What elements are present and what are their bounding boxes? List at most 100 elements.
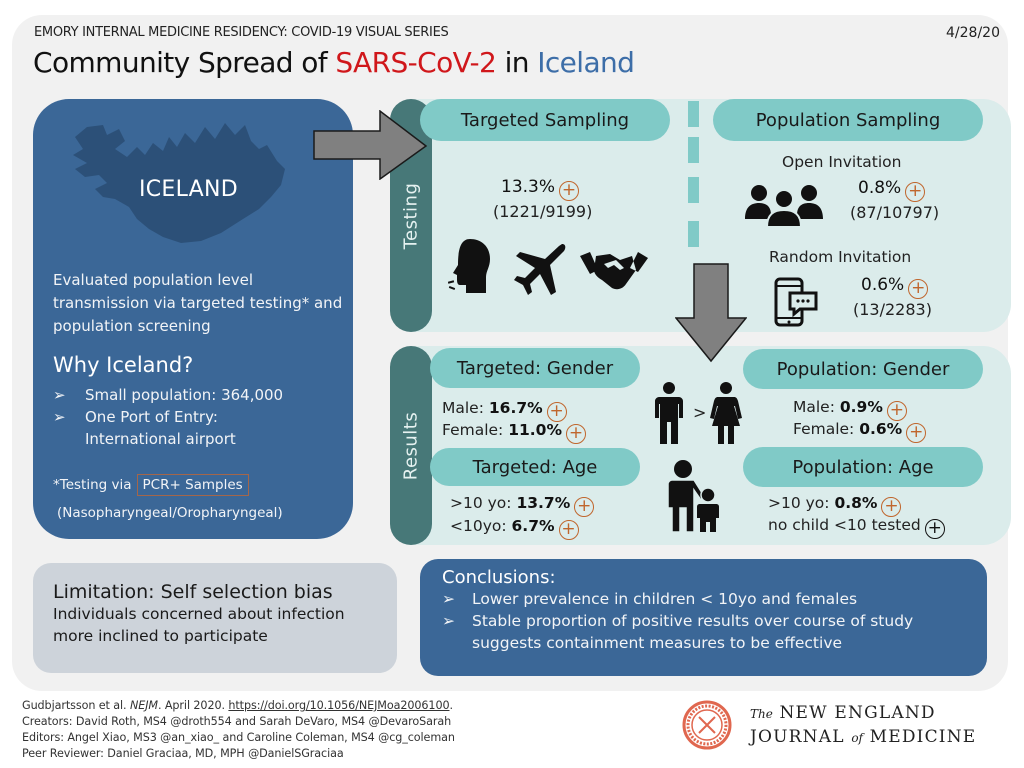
pcr-samples-box: PCR+ Samples [136, 474, 249, 496]
divider-dash [688, 177, 699, 203]
page-title: Community Spread of SARS-CoV-2 in Icelan… [33, 46, 635, 79]
positive-plus-icon: + [886, 401, 907, 421]
nejm-logo: The NEW ENGLAND JOURNAL of MEDICINE [682, 700, 1012, 758]
positive-plus-icon: + [565, 424, 586, 444]
fraction-value: (1221/9199) [493, 202, 593, 221]
nejm-journal: JOURNAL [750, 727, 852, 747]
row-label: >10 yo: [450, 494, 517, 512]
title-text: Community Spread of [33, 46, 336, 79]
citation-date: . April 2020. [157, 699, 229, 712]
nejm-line1: NEW ENGLAND [772, 703, 936, 723]
creators: Creators: David Roth, MS4 @droth554 and … [22, 715, 452, 728]
female-icon [710, 382, 742, 444]
testing-prefix: *Testing via [53, 477, 132, 493]
divider-dash [688, 137, 699, 163]
fraction-value: (87/10797) [850, 203, 940, 222]
positive-plus-icon: + [558, 520, 579, 540]
phone-message-icon [774, 277, 818, 327]
divider-dash [688, 101, 699, 127]
symptomatic-head-icon [448, 239, 490, 293]
row-value: 13.7% [516, 494, 571, 512]
list-item: ➢ Lower prevalence in children < 10yo and… [442, 590, 858, 608]
doi-link[interactable]: https://doi.org/10.1056/NEJMoa2006100 [228, 699, 450, 712]
plus-icon: + [924, 519, 945, 539]
row-label: no child <10 tested [768, 516, 921, 534]
arrow-bullet-icon: ➢ [53, 408, 66, 426]
sample-type: (Nasopharyngeal/Oropharyngeal) [57, 505, 283, 521]
row-label: <10yo: [450, 517, 512, 535]
limitation-panel: Limitation: Self selection bias Individu… [33, 563, 397, 673]
arrow-down-icon [675, 263, 747, 363]
row-label: Female: [793, 420, 860, 438]
editors: Editors: Angel Xiao, MS3 @an_xiao_ and C… [22, 731, 455, 744]
positive-plus-icon: + [546, 402, 567, 422]
why-iceland-heading: Why Iceland? [53, 353, 194, 377]
limitation-text: Individuals concerned about infection mo… [53, 605, 345, 645]
limitation-title: Limitation: Self selection bias [53, 581, 333, 603]
why-iceland-list: ➢ Small population: 364,000 ➢ One Port of … [53, 384, 283, 450]
positive-plus-icon: + [908, 279, 929, 299]
percent-value: 13.3% [501, 177, 556, 197]
targeted-gender-header: Targeted: Gender [430, 348, 640, 388]
fraction-value: (13/2283) [853, 300, 932, 319]
conclusions-title: Conclusions: [442, 567, 556, 588]
citation-journal: NEJM [129, 699, 158, 712]
population-male-rate: Male: 0.9% + [793, 398, 907, 421]
nejm-seal-icon [682, 700, 732, 750]
testing-method: *Testing via PCR+ Samples [53, 474, 249, 496]
iceland-panel: ICELAND Evaluated population level trans… [33, 99, 353, 539]
row-label: Male: [442, 399, 489, 417]
targeted-over10-rate: >10 yo: 13.7% + [450, 494, 595, 517]
group-icon [745, 185, 823, 227]
citation-authors: Gudbjartsson et al. [22, 699, 130, 712]
list-item: ➢ One Port of Entry: International airpor… [53, 408, 236, 448]
arrow-bullet-icon: ➢ [442, 612, 455, 630]
row-label: Female: [442, 421, 509, 439]
results-label: Results [400, 411, 422, 480]
positive-plus-icon: + [881, 497, 902, 517]
handshake-icon [580, 252, 648, 290]
population-under10-note: no child <10 tested + [768, 516, 945, 539]
targeted-under10-rate: <10yo: 6.7% + [450, 517, 579, 540]
targeted-age-header: Targeted: Age [430, 448, 640, 486]
row-value: 0.9% [839, 398, 883, 416]
series-label: EMORY INTERNAL MEDICINE RESIDENCY: COVID… [34, 25, 449, 40]
arrow-bullet-icon: ➢ [53, 386, 66, 404]
date-label: 4/28/20 [946, 25, 1000, 41]
row-value: 0.8% [834, 494, 878, 512]
airplane-icon [514, 244, 566, 295]
population-sampling-header: Population Sampling [713, 99, 983, 141]
row-label: Male: [793, 398, 840, 416]
results-side-tab: Results [390, 346, 432, 545]
row-value: 6.7% [511, 517, 555, 535]
targeted-positive-rate: 13.3% + [501, 177, 580, 201]
iceland-label: ICELAND [138, 177, 238, 202]
citation-end: . [449, 699, 453, 712]
study-description: Evaluated population level transmission … [53, 271, 343, 335]
random-invitation-rate: 0.6% + [861, 275, 929, 299]
random-invitation-label: Random Invitation [769, 248, 912, 266]
conclusions-panel: Conclusions: ➢ Lower prevalence in childr… [420, 559, 987, 676]
arrow-right-icon [313, 110, 428, 180]
positive-plus-icon: + [574, 497, 595, 517]
open-invitation-rate: 0.8% + [858, 178, 926, 202]
population-over10-rate: >10 yo: 0.8% + [768, 494, 902, 517]
positive-plus-icon: + [559, 181, 580, 201]
open-invitation-fraction: (87/10797) [850, 203, 939, 223]
positive-plus-icon: + [906, 423, 927, 443]
population-female-rate: Female: 0.6% + [793, 420, 927, 443]
positive-plus-icon: + [905, 182, 926, 202]
arrow-bullet-icon: ➢ [442, 590, 455, 608]
list-item: ➢ Stable proportion of positive results o… [442, 612, 914, 652]
citation: Gudbjartsson et al. NEJM. April 2020. ht… [22, 698, 455, 714]
title-text: in [496, 46, 538, 79]
nejm-the: The [750, 707, 773, 721]
open-invitation-label: Open Invitation [782, 153, 902, 171]
targeted-sampling-header: Targeted Sampling [420, 99, 670, 141]
population-gender-header: Population: Gender [743, 349, 983, 389]
row-value: 16.7% [488, 399, 543, 417]
nejm-medicine: MEDICINE [863, 727, 977, 747]
nejm-of: of [851, 731, 863, 745]
peer-reviewer: Peer Reviewer: Daniel Graciaa, MD, MPH @… [22, 747, 344, 760]
row-label: >10 yo: [768, 494, 835, 512]
